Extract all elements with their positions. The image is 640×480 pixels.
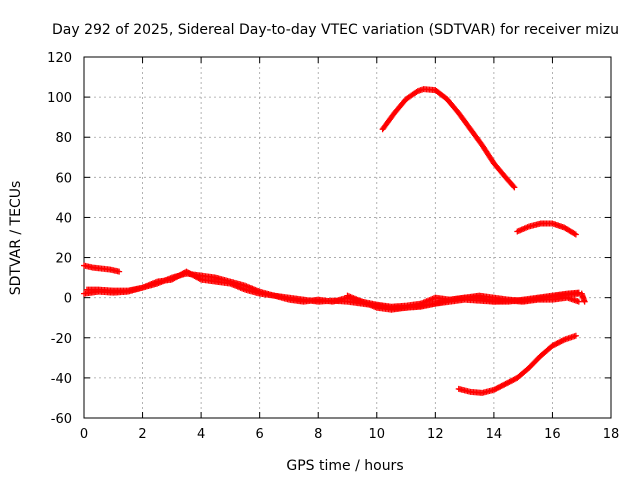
chart-title: Day 292 of 2025, Sidereal Day-to-day VTE… <box>52 22 619 38</box>
y-tick-label: 60 <box>55 171 72 186</box>
y-tick-label: -40 <box>51 372 72 387</box>
series-satellite-5 <box>81 270 582 311</box>
x-tick-label: 2 <box>138 427 146 442</box>
series-satellite-3 <box>514 220 579 238</box>
x-tick-label: 0 <box>80 427 88 442</box>
data-point <box>196 275 203 282</box>
x-tick-label: 12 <box>427 427 444 442</box>
data-point <box>510 183 517 190</box>
data-point <box>572 231 579 238</box>
y-tick-label: -20 <box>51 332 72 347</box>
series-satellite-1 <box>81 262 123 275</box>
y-tick-label: 80 <box>55 131 72 146</box>
plot-frame <box>83 56 612 419</box>
series-satellite-4 <box>455 332 579 396</box>
data-points <box>81 86 588 396</box>
x-axis-label: GPS time / hours <box>286 458 403 474</box>
y-tick-label: 0 <box>64 292 72 307</box>
y-tick-label: 100 <box>47 91 72 106</box>
data-point <box>572 332 579 339</box>
data-point <box>571 230 578 237</box>
x-tick-label: 6 <box>256 427 264 442</box>
series-satellite-2 <box>379 86 518 191</box>
x-tick-label: 4 <box>197 427 205 442</box>
x-tick-label: 8 <box>314 427 322 442</box>
series-satellite-7 <box>344 290 582 310</box>
axis-ticks <box>83 56 612 419</box>
series-satellite-6 <box>83 268 582 313</box>
data-point <box>116 268 123 275</box>
data-point <box>581 298 588 305</box>
y-tick-label: 40 <box>55 211 72 226</box>
data-point <box>511 184 518 191</box>
x-tick-label: 16 <box>544 427 561 442</box>
y-tick-label: 20 <box>55 252 72 267</box>
x-tick-label: 10 <box>369 427 386 442</box>
y-tick-label: 120 <box>47 51 72 66</box>
y-tick-label: -60 <box>51 412 72 427</box>
x-tick-label: 14 <box>486 427 503 442</box>
x-tick-label: 18 <box>603 427 620 442</box>
data-point <box>575 298 582 305</box>
data-point <box>559 337 566 344</box>
y-axis-label: SDTVAR / TECUs <box>8 181 24 296</box>
grid <box>84 57 611 418</box>
series-satellite-8 <box>578 290 588 305</box>
tick-labels: 0 2 4 6 8 10 12 14 16 18 -60 -40 -20 0 20 40 60 80 100 120 <box>47 51 619 442</box>
